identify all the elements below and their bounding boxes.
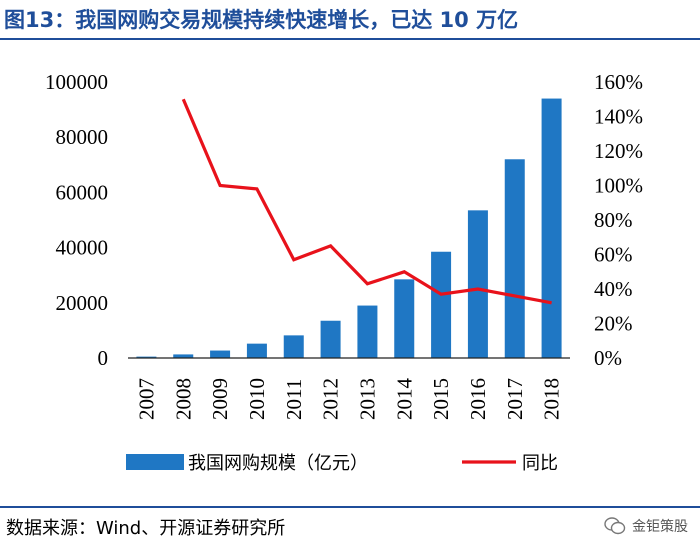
bar-2011 — [283, 335, 304, 358]
x-tick-label: 2007 — [134, 378, 158, 420]
bar-2007 — [136, 356, 157, 358]
x-tick-label: 2012 — [319, 378, 343, 420]
right-tick-label: 140% — [594, 105, 643, 129]
x-tick-label: 2014 — [392, 378, 416, 421]
bar-2014 — [394, 279, 415, 358]
bar-2010 — [246, 343, 267, 358]
x-tick-label: 2017 — [503, 378, 527, 420]
left-tick-label: 60000 — [56, 180, 109, 204]
x-tick-label: 2010 — [245, 378, 269, 420]
x-tick-label: 2009 — [208, 378, 232, 420]
source-note: 数据来源：Wind、开源证券研究所 — [6, 518, 286, 539]
left-tick-label: 0 — [98, 346, 109, 370]
legend: 我国网购规模（亿元） 同比 — [126, 453, 558, 474]
legend-bar-swatch — [126, 454, 184, 470]
combo-chart: 0 20000 40000 60000 80000 100000 0% 20% 40% 60% 8… — [45, 70, 643, 474]
x-tick-label: 2016 — [466, 378, 490, 420]
left-tick-label: 100000 — [45, 70, 108, 94]
left-tick-label: 40000 — [56, 236, 109, 260]
bar-2018 — [541, 98, 562, 358]
left-tick-label: 20000 — [56, 291, 109, 315]
bar-2017 — [504, 159, 525, 358]
right-tick-label: 20% — [594, 312, 633, 336]
watermark: 金钜策股 — [604, 516, 688, 536]
right-tick-label: 160% — [594, 70, 643, 94]
x-tick-label: 2015 — [429, 378, 453, 420]
bar-series — [136, 98, 562, 358]
right-tick-label: 120% — [594, 139, 643, 163]
x-tick-labels: 2007 2008 2009 2010 2011 2012 2013 2014 2015 2016… — [134, 378, 563, 421]
right-tick-label: 60% — [594, 243, 633, 267]
watermark-text: 金钜策股 — [632, 519, 688, 535]
wechat-icon — [604, 517, 626, 535]
right-tick-label: 40% — [594, 277, 633, 301]
right-tick-label: 0% — [594, 346, 622, 370]
right-tick-label: 100% — [594, 174, 643, 198]
legend-bar-label: 我国网购规模（亿元） — [188, 453, 368, 474]
right-axis: 0% 20% 40% 60% 80% 100% 120% 140% 160% — [594, 70, 643, 370]
bar-2009 — [210, 350, 231, 358]
figure-title: 图13：我国网购交易规模持续快速增长，已达 10 万亿 — [4, 8, 519, 32]
bar-2008 — [173, 354, 194, 358]
x-tick-label: 2013 — [355, 378, 379, 420]
left-tick-label: 80000 — [56, 125, 109, 149]
x-tick-label: 2018 — [540, 378, 564, 420]
bar-2015 — [431, 251, 452, 358]
bar-2013 — [357, 305, 378, 358]
yoy-line — [181, 98, 552, 305]
legend-line-label: 同比 — [522, 453, 558, 474]
bar-2012 — [320, 320, 341, 358]
footer-rule — [0, 506, 700, 508]
x-tick-label: 2011 — [282, 379, 306, 420]
bar-2016 — [467, 210, 488, 358]
left-axis: 0 20000 40000 60000 80000 100000 — [45, 70, 108, 370]
right-tick-label: 80% — [594, 208, 633, 232]
line-series — [181, 98, 552, 305]
title-rule — [0, 38, 700, 40]
x-tick-label: 2008 — [171, 378, 195, 420]
